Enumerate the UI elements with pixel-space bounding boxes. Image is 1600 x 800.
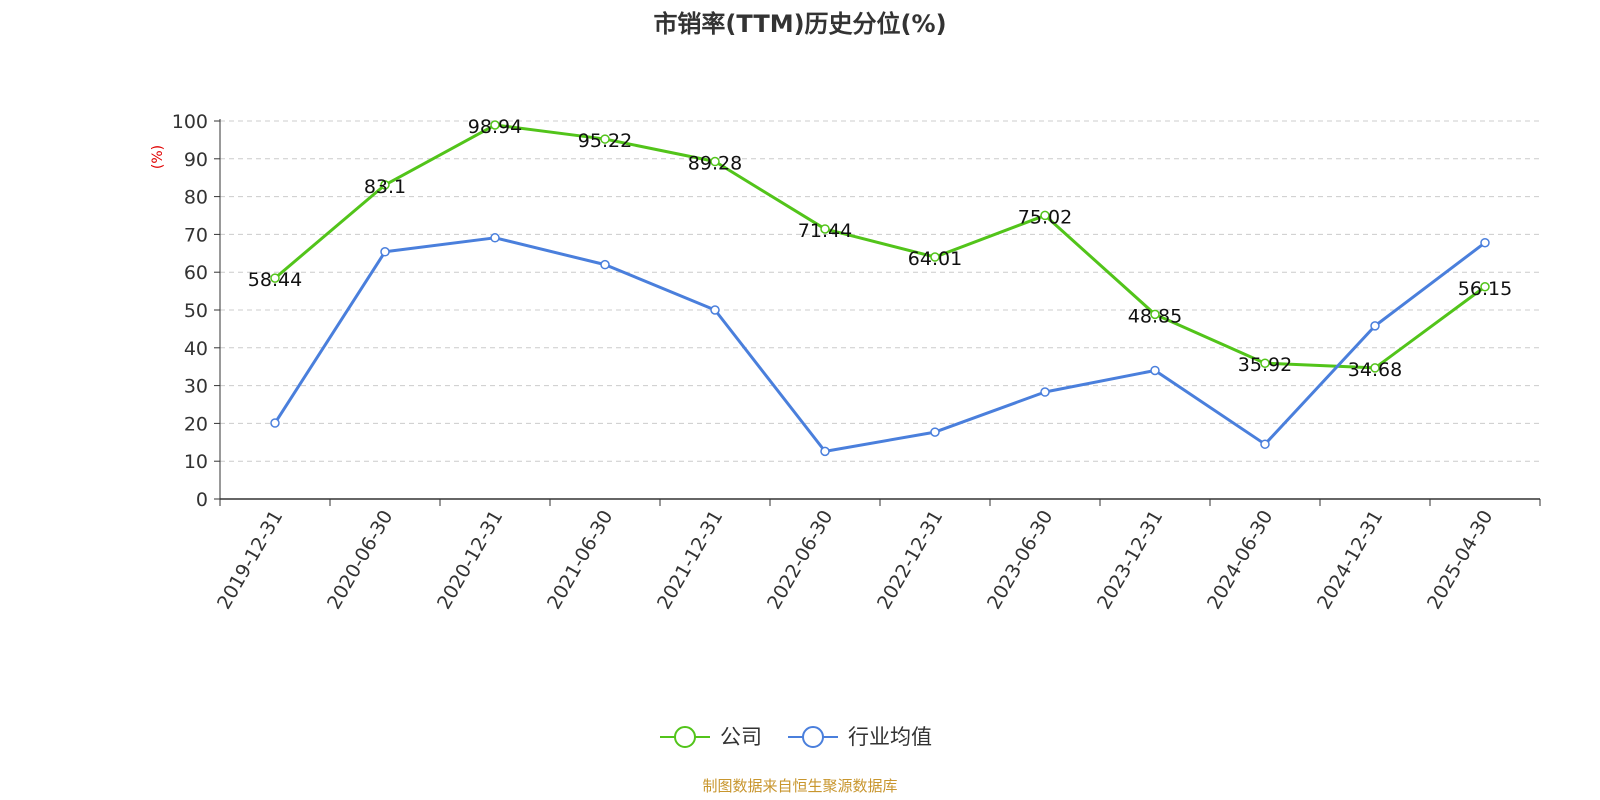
data-point-s1-6 <box>930 427 940 437</box>
legend-label-industry: 行业均值 <box>848 725 932 749</box>
data-point-s1-5 <box>820 446 830 457</box>
data-point-s0-5 <box>820 224 830 234</box>
y-tick-label-20: 20 <box>184 413 208 435</box>
data-point-s0-10 <box>1370 363 1380 373</box>
data-point-s0-7 <box>1040 210 1050 221</box>
chart-title: 市销率(TTM)历史分位(%) <box>653 10 946 38</box>
x-tick-label-2020-12-31: 2020-12-31 <box>433 507 507 614</box>
data-label-10: 34.68 <box>1348 359 1402 381</box>
data-point-s0-0 <box>270 273 280 283</box>
x-tick-label-2019-12-31: 2019-12-31 <box>213 507 287 614</box>
y-tick-label-100: 100 <box>172 111 208 133</box>
data-label-11: 56.15 <box>1458 278 1512 300</box>
data-label-1: 83.1 <box>364 176 406 198</box>
data-point-s1-1 <box>380 247 390 257</box>
data-point-s1-4 <box>710 305 720 315</box>
x-tick-label-2020-06-30: 2020-06-30 <box>323 507 397 614</box>
y-tick-label-60: 60 <box>184 262 208 284</box>
data-label-4: 89.28 <box>688 153 742 175</box>
data-point-s0-9 <box>1260 358 1270 368</box>
data-point-s1-0 <box>270 418 280 428</box>
data-point-s0-1 <box>380 180 390 190</box>
data-point-s0-2 <box>490 120 500 130</box>
x-tick-label-2024-12-31: 2024-12-31 <box>1313 507 1387 614</box>
data-point-s1-3 <box>600 259 610 270</box>
y-tick-label-80: 80 <box>184 187 208 209</box>
data-labels: 58.44 83.1 98.94 95.22 89.28 71.44 64.01 75.02 4… <box>248 116 1512 381</box>
gridlines <box>220 120 1540 462</box>
data-point-s1-10 <box>1370 321 1380 331</box>
data-label-7: 75.02 <box>1018 206 1072 228</box>
data-label-3: 95.22 <box>578 130 632 152</box>
legend-item-industry[interactable]: 行业均值 <box>788 725 932 749</box>
y-tick-label-0: 0 <box>196 489 208 511</box>
legend-item-company[interactable]: 公司 <box>660 725 762 749</box>
x-tick-label-2021-06-30: 2021-06-30 <box>543 507 617 614</box>
data-label-0: 58.44 <box>248 269 302 291</box>
y-tick-label-40: 40 <box>184 338 208 360</box>
x-tick-label-2023-12-31: 2023-12-31 <box>1093 507 1167 614</box>
x-tick-label-2023-06-30: 2023-06-30 <box>983 507 1057 614</box>
data-label-2: 98.94 <box>468 116 522 138</box>
legend-label-company: 公司 <box>720 725 762 749</box>
x-tick-label-2022-06-30: 2022-06-30 <box>763 507 837 614</box>
data-point-s1-9 <box>1260 439 1270 449</box>
data-point-s0-6 <box>930 252 940 262</box>
legend-marker-company <box>674 726 696 748</box>
data-point-s1-2 <box>490 233 500 243</box>
x-tick-label-2021-12-31: 2021-12-31 <box>653 507 727 614</box>
y-tick-label-30: 30 <box>184 376 208 398</box>
data-point-s1-11 <box>1480 237 1490 248</box>
y-tick-label-90: 90 <box>184 149 208 171</box>
data-point-s0-3 <box>600 134 610 144</box>
series-line-0 <box>274 123 1486 370</box>
data-label-6: 64.01 <box>908 248 962 270</box>
y-tick-label-50: 50 <box>184 300 208 322</box>
x-tick-label-2022-12-31: 2022-12-31 <box>873 507 947 614</box>
data-point-s1-7 <box>1040 387 1050 397</box>
data-point-s0-4 <box>710 156 720 167</box>
data-point-s0-8 <box>1150 309 1160 320</box>
legend-marker-industry <box>802 726 824 748</box>
x-tick-label-2024-06-30: 2024-06-30 <box>1203 507 1277 614</box>
source-note: 制图数据来自恒生聚源数据库 <box>702 777 897 795</box>
y-tick-label-10: 10 <box>184 451 208 473</box>
y-tick-label-70: 70 <box>184 224 208 246</box>
data-label-5: 71.44 <box>798 220 852 242</box>
data-label-8: 48.85 <box>1128 305 1182 327</box>
legend: 公司 行业均值 <box>660 725 932 749</box>
y-axis-unit-label: (%) <box>150 145 166 169</box>
series <box>270 120 1490 457</box>
x-tick-label-2025-04-30: 2025-04-30 <box>1423 507 1497 614</box>
data-label-9: 35.92 <box>1238 354 1292 376</box>
data-point-s0-11 <box>1480 282 1490 292</box>
data-point-s1-8 <box>1150 365 1160 376</box>
series-line-1 <box>273 236 1486 453</box>
